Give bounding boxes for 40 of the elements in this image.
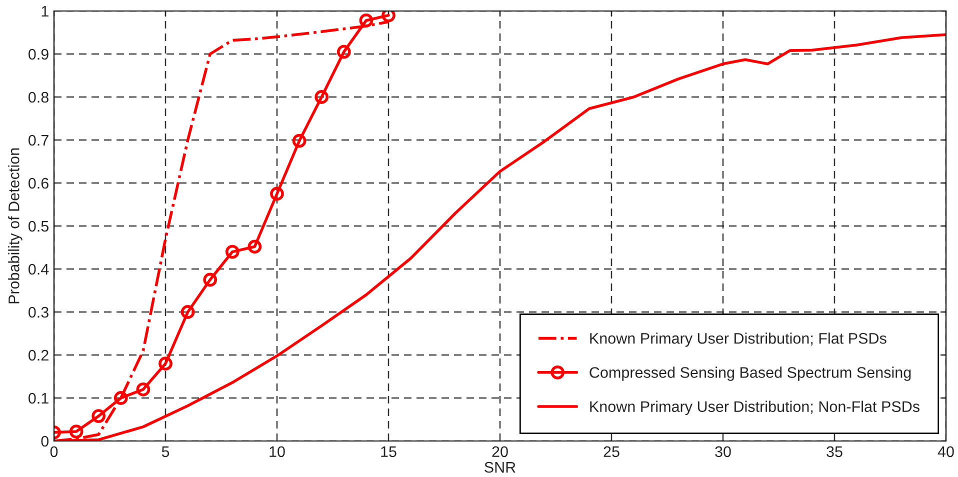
- y-axis-title: Probability of Detection: [8, 148, 22, 304]
- x-tick-label: 5: [162, 446, 170, 458]
- y-tick-label: 0.7: [28, 134, 48, 146]
- y-tick-label: 0.6: [28, 178, 48, 189]
- y-tick-label: 0.4: [28, 264, 49, 275]
- point: [180, 305, 195, 319]
- point: [114, 391, 128, 405]
- x-tick-label: 35: [826, 446, 842, 458]
- x-tick-label: 10: [270, 446, 285, 458]
- x-tick-label: 15: [381, 446, 396, 458]
- y-tick-label: 0.2: [28, 350, 48, 361]
- x-tick-label: 40: [938, 446, 954, 458]
- y-tick-label: 0.9: [28, 48, 48, 60]
- legend-label: Known Primary User Distribution; Non-Flat PSDs: [590, 400, 920, 416]
- point: [136, 382, 150, 396]
- y-tick-label: 0.3: [28, 306, 48, 318]
- x-tick-label: 25: [604, 446, 620, 458]
- point: [248, 240, 262, 254]
- legend-label: Compressed Sensing Based Spectrum Sensing: [590, 366, 911, 381]
- point: [314, 90, 329, 104]
- point: [225, 244, 240, 259]
- y-tick-label: 0.8: [28, 92, 48, 103]
- y-tick-label: 1: [42, 6, 48, 17]
- x-tick-label: 30: [715, 446, 731, 458]
- x-axis-title: SNR: [484, 462, 516, 473]
- x-tick-label: 20: [492, 446, 508, 458]
- y-tick-label: 0.1: [28, 392, 48, 404]
- point: [359, 14, 374, 28]
- point: [92, 409, 106, 424]
- legend-label: Known Primary User Distribution; Flat PSDs: [590, 332, 886, 347]
- x-tick-label: 0: [50, 446, 58, 458]
- y-tick-label: 0: [41, 436, 49, 447]
- point: [336, 44, 351, 59]
- point: [270, 186, 284, 201]
- point: [382, 11, 396, 22]
- y-tick-label: 0.5: [28, 220, 48, 232]
- point: [69, 424, 84, 438]
- point: [203, 272, 218, 287]
- point: [292, 134, 306, 148]
- point: [158, 356, 172, 371]
